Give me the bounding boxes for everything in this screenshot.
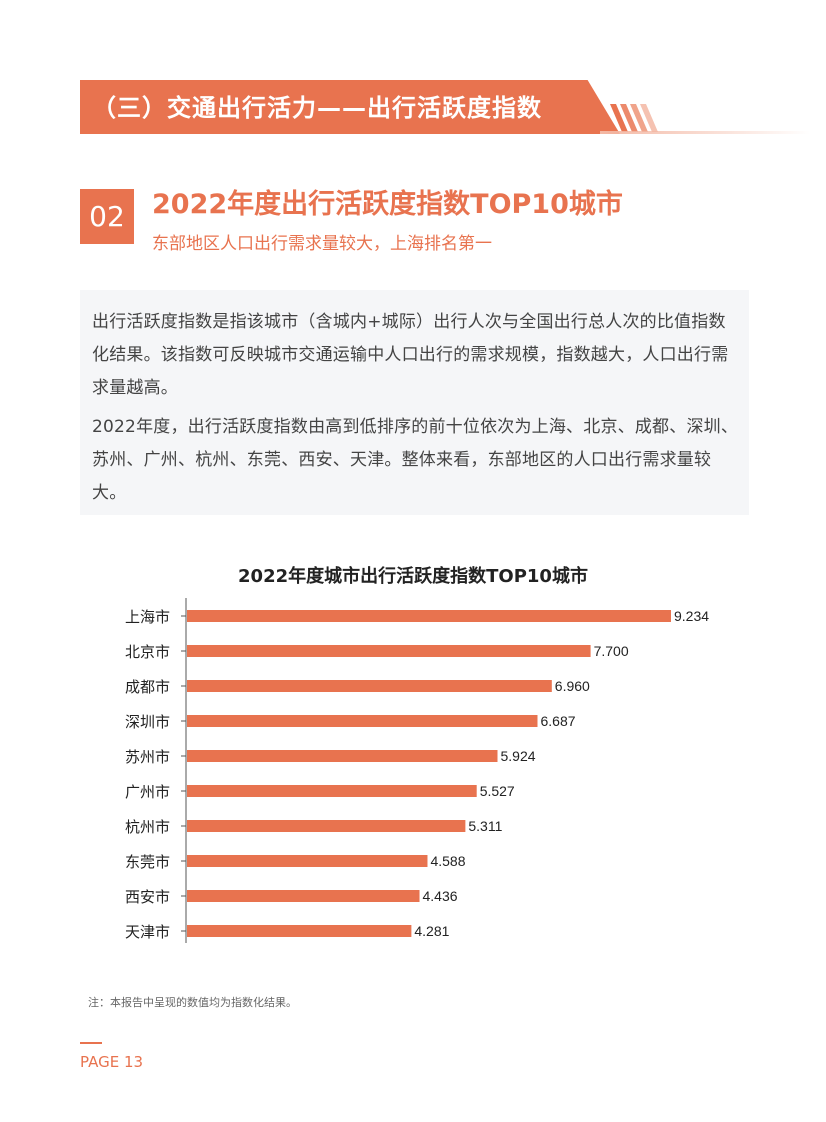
category-label: 天津市 (125, 923, 170, 941)
value-label: 9.234 (674, 608, 709, 624)
value-label: 6.960 (555, 678, 590, 694)
category-label: 西安市 (125, 888, 170, 906)
bar (187, 610, 671, 622)
value-label: 6.687 (540, 713, 575, 729)
category-label: 东莞市 (125, 853, 170, 871)
bar (187, 645, 591, 657)
page-number: PAGE 13 (80, 1053, 144, 1071)
description-paragraph-2: 2022年度，出行活跃度指数由高到低排序的前十位依次为上海、北京、成都、深圳、苏… (92, 417, 739, 503)
description-box: 出行活跃度指数是指该城市（含城内+城际）出行人次与全国出行总人次的比值指数化结果… (80, 290, 749, 515)
section-title: 2022年度出行活跃度指数TOP10城市 (152, 189, 623, 220)
category-label: 深圳市 (125, 713, 170, 731)
category-label: 广州市 (125, 783, 170, 801)
bar (187, 890, 420, 902)
banner-title: （三）交通出行活力——出行活跃度指数 (92, 94, 542, 122)
bar (187, 750, 498, 762)
bar (187, 680, 552, 692)
chart-title: 2022年度城市出行活跃度指数TOP10城市 (238, 566, 588, 587)
value-label: 4.436 (423, 888, 458, 904)
value-label: 4.281 (414, 923, 449, 939)
category-label: 上海市 (125, 608, 170, 626)
section-subtitle: 东部地区人口出行需求量较大，上海排名第一 (152, 234, 492, 254)
value-label: 5.924 (501, 748, 536, 764)
bar (187, 715, 538, 727)
category-label: 北京市 (125, 643, 170, 661)
category-label: 杭州市 (125, 818, 170, 836)
stripe-decoration (610, 104, 658, 132)
category-label: 成都市 (125, 678, 170, 696)
value-label: 7.700 (594, 643, 629, 659)
bar (187, 820, 466, 832)
category-label: 苏州市 (125, 748, 170, 766)
section-number: 02 (80, 189, 134, 244)
bar (187, 925, 412, 937)
value-label: 4.588 (430, 853, 465, 869)
bar-chart: 上海市 9.234 北京市 7.700 成都市 6.960 深圳市 6.687 苏州市 5.924… (125, 598, 709, 943)
value-label: 5.527 (480, 783, 515, 799)
banner-underline (600, 131, 810, 134)
value-label: 5.311 (468, 818, 502, 834)
page-rule (80, 1042, 102, 1044)
footnote: 注：本报告中呈现的数值均为指数化结果。 (88, 996, 297, 1009)
bar (187, 785, 477, 797)
bar (187, 855, 428, 867)
description-paragraph-1: 出行活跃度指数是指该城市（含城内+城际）出行人次与全国出行总人次的比值指数化结果… (92, 312, 729, 398)
section-banner (80, 80, 620, 134)
